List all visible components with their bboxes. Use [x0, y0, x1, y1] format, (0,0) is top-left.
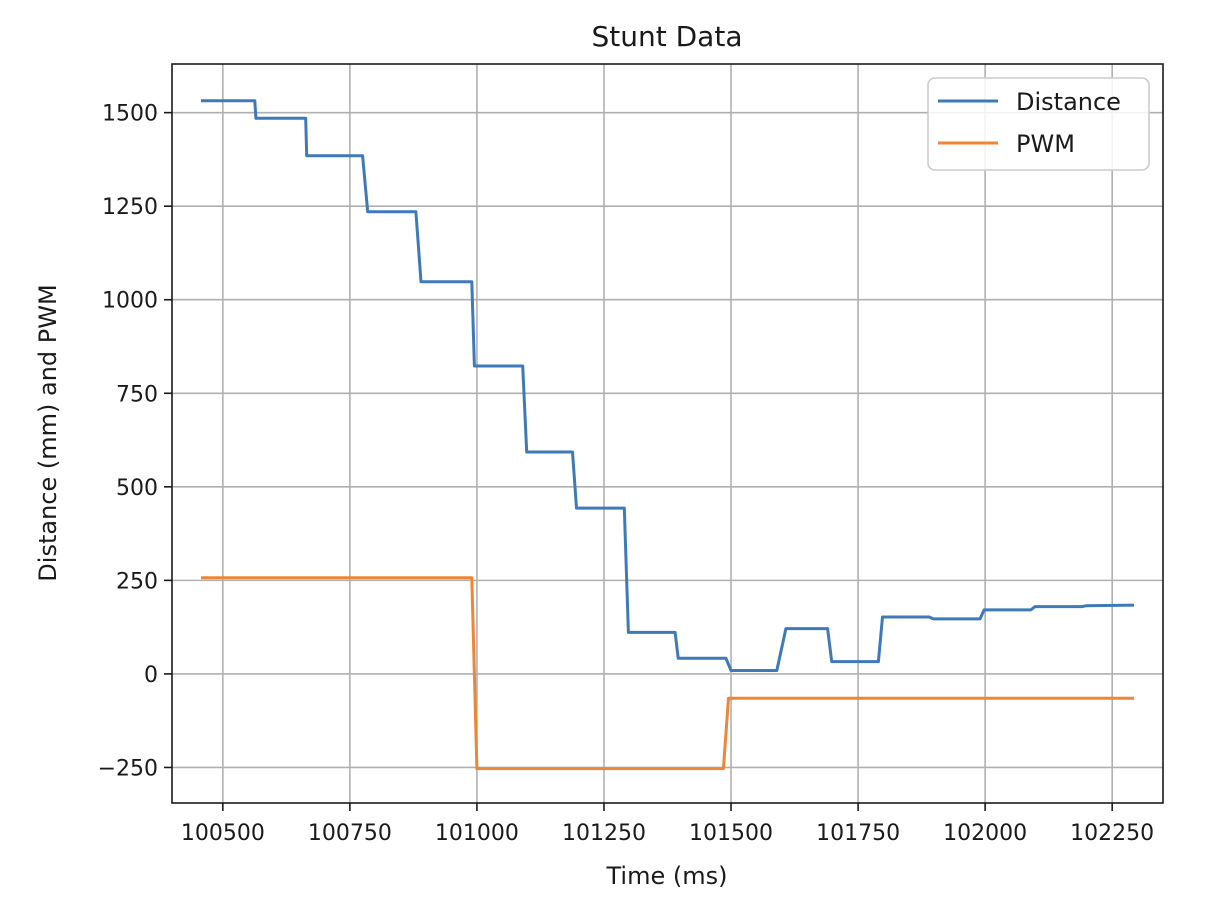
x-axis-title: Time (ms): [606, 862, 728, 890]
x-tick-label: 101000: [435, 821, 519, 846]
legend: Distance PWM: [927, 77, 1150, 171]
y-tick-label: 750: [116, 382, 158, 407]
plot-area-frame: [171, 63, 1164, 804]
chart-title: Stunt Data: [592, 20, 743, 53]
y-tick-label: 250: [116, 569, 158, 594]
legend-label-pwm: PWM: [1016, 130, 1075, 158]
y-tick-label: 500: [116, 476, 158, 501]
y-tick-label: 1000: [102, 289, 158, 314]
y-axis-title: Distance (mm) and PWM: [34, 284, 62, 581]
x-tick-label: 102250: [1070, 821, 1154, 846]
y-tick-label: 0: [144, 663, 158, 688]
x-tick-label: 102000: [943, 821, 1027, 846]
series-line-pwm: [201, 576, 1134, 771]
y-axis-ticks: −250 0 250 500 750 1000 1250 1500: [98, 102, 172, 781]
x-tick-label: 101500: [689, 821, 773, 846]
x-tick-label: 100500: [181, 821, 265, 846]
y-tick-label: −250: [98, 756, 158, 781]
y-tick-label: 1500: [102, 102, 158, 127]
legend-label-distance: Distance: [1016, 88, 1121, 116]
series-lines: [201, 99, 1135, 771]
series-line-distance: [201, 99, 1135, 672]
y-tick-label: 1250: [102, 195, 158, 220]
x-tick-label: 101250: [562, 821, 646, 846]
x-tick-label: 100750: [308, 821, 392, 846]
x-axis-ticks: 100500 100750 101000 101250 101500 101750 1020…: [181, 803, 1154, 846]
grid: [172, 64, 1163, 803]
x-tick-label: 101750: [816, 821, 900, 846]
